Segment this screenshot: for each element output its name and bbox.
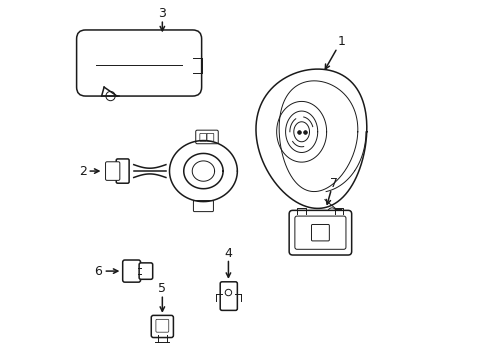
FancyBboxPatch shape — [206, 134, 213, 141]
Text: 4: 4 — [224, 247, 232, 260]
Text: 7: 7 — [329, 177, 338, 190]
FancyBboxPatch shape — [294, 216, 345, 249]
FancyBboxPatch shape — [311, 225, 328, 241]
FancyBboxPatch shape — [77, 30, 201, 96]
FancyBboxPatch shape — [151, 315, 173, 338]
FancyBboxPatch shape — [288, 210, 351, 255]
FancyBboxPatch shape — [193, 201, 213, 212]
Text: 1: 1 — [337, 35, 345, 48]
Text: 5: 5 — [158, 283, 166, 296]
FancyBboxPatch shape — [220, 282, 237, 310]
FancyBboxPatch shape — [200, 134, 206, 141]
Text: 6: 6 — [94, 265, 102, 278]
FancyBboxPatch shape — [139, 263, 152, 279]
Text: 2: 2 — [79, 165, 86, 177]
FancyBboxPatch shape — [195, 130, 218, 144]
FancyBboxPatch shape — [156, 319, 168, 332]
FancyBboxPatch shape — [116, 159, 129, 183]
FancyBboxPatch shape — [122, 260, 140, 282]
Text: 3: 3 — [158, 7, 166, 20]
FancyBboxPatch shape — [105, 162, 120, 180]
